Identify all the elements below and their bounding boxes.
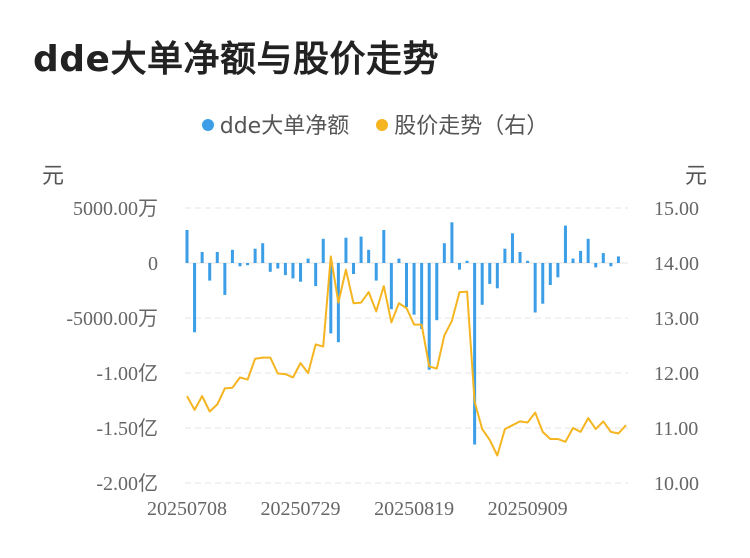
x-tick-label: 20250708 bbox=[147, 498, 227, 520]
bar bbox=[329, 263, 333, 334]
bar bbox=[518, 252, 522, 263]
bar bbox=[261, 243, 265, 263]
bar bbox=[276, 263, 280, 269]
bar bbox=[435, 263, 439, 321]
bar bbox=[321, 238, 325, 263]
bar bbox=[246, 263, 250, 266]
bar bbox=[389, 263, 393, 310]
bar bbox=[359, 236, 363, 263]
bar bbox=[465, 260, 469, 263]
y-right-tick-label: 10.00 bbox=[654, 473, 699, 495]
right-axis-unit: 元 bbox=[685, 164, 708, 189]
y-left-tick-label: -5000.00万 bbox=[66, 308, 158, 330]
y-right-tick-label: 11.00 bbox=[654, 418, 698, 440]
bar bbox=[382, 230, 386, 263]
y-left-tick-label: -1.50亿 bbox=[96, 417, 158, 440]
bar bbox=[253, 248, 257, 263]
x-tick-label: 20250909 bbox=[488, 498, 568, 520]
bar bbox=[306, 258, 310, 263]
left-axis-unit: 元 bbox=[42, 164, 65, 189]
chart-title: dde大单净额与股价走势 bbox=[33, 39, 439, 80]
bar bbox=[556, 263, 560, 278]
y-right-tick-label: 14.00 bbox=[654, 253, 699, 275]
bar bbox=[230, 249, 234, 263]
bar bbox=[579, 250, 583, 263]
bar bbox=[442, 243, 446, 263]
bar bbox=[533, 263, 537, 313]
bar bbox=[352, 263, 356, 274]
bar bbox=[367, 249, 371, 263]
bar bbox=[427, 263, 431, 370]
y-left-tick-label: 0 bbox=[148, 253, 158, 275]
bar bbox=[238, 263, 242, 267]
x-tick-label: 20250729 bbox=[261, 498, 341, 520]
bar bbox=[200, 252, 204, 263]
bar bbox=[283, 263, 287, 276]
legend-bar-marker bbox=[201, 119, 214, 131]
bar bbox=[616, 256, 620, 263]
bar bbox=[208, 263, 212, 281]
y-left-tick-label: 5000.00万 bbox=[73, 198, 158, 220]
bar bbox=[412, 263, 416, 315]
bar bbox=[571, 258, 575, 263]
bar bbox=[268, 263, 272, 272]
y-right-tick-label: 15.00 bbox=[654, 198, 699, 220]
legend-item-line[interactable]: 股价走势（右） bbox=[376, 108, 548, 140]
bar bbox=[457, 263, 461, 270]
bar bbox=[609, 263, 613, 267]
bar bbox=[526, 260, 530, 263]
bar bbox=[473, 263, 477, 445]
bar bbox=[601, 253, 605, 263]
legend-bar-label: dde大单净额 bbox=[219, 114, 350, 139]
bar bbox=[397, 258, 401, 263]
bar bbox=[586, 238, 590, 263]
bar bbox=[405, 263, 408, 307]
bar bbox=[503, 248, 507, 263]
bar bbox=[193, 263, 197, 333]
bar bbox=[541, 263, 545, 304]
y-right-tick-label: 13.00 bbox=[654, 308, 699, 330]
bar bbox=[314, 263, 318, 287]
bar bbox=[450, 222, 454, 263]
legend-line-label: 股价走势（右） bbox=[394, 114, 549, 139]
bar bbox=[374, 263, 378, 281]
bar bbox=[344, 237, 348, 263]
bar bbox=[563, 225, 567, 263]
bar bbox=[223, 263, 227, 295]
bar bbox=[291, 263, 295, 279]
y-right-tick-label: 12.00 bbox=[654, 363, 699, 385]
bar bbox=[299, 263, 303, 282]
bar bbox=[420, 263, 424, 329]
bar bbox=[185, 230, 189, 263]
legend-line-marker bbox=[376, 119, 389, 131]
price-line bbox=[186, 255, 627, 457]
bar bbox=[480, 263, 484, 305]
bar bbox=[510, 233, 514, 263]
y-left-tick-label: -2.00亿 bbox=[96, 472, 158, 495]
bar bbox=[488, 263, 492, 284]
bar bbox=[495, 263, 499, 289]
bar bbox=[215, 252, 219, 263]
bar bbox=[594, 263, 598, 268]
y-left-tick-label: -1.00亿 bbox=[96, 362, 158, 385]
legend-item-bar[interactable]: dde大单净额 bbox=[201, 108, 350, 140]
legend: dde大单净额 股价走势（右） bbox=[0, 108, 750, 140]
x-tick-label: 20250819 bbox=[374, 498, 454, 520]
bar bbox=[548, 263, 552, 285]
